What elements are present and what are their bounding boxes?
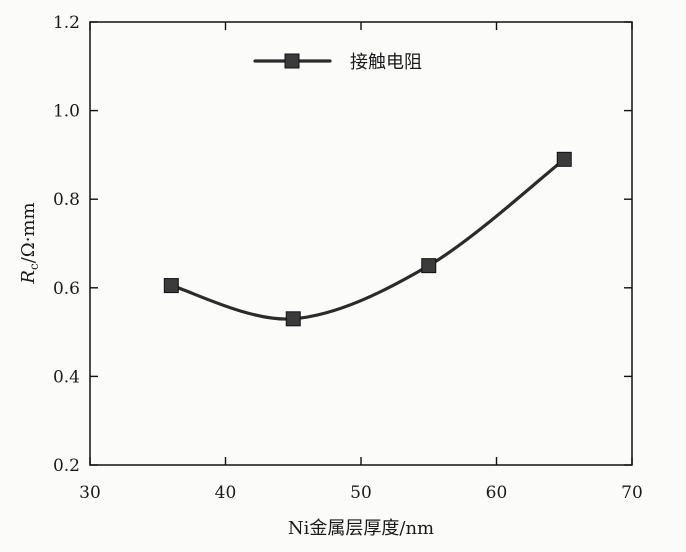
y-tick-label: 1.2 xyxy=(53,13,80,33)
x-tick-label: 70 xyxy=(621,483,643,503)
x-axis-label: Ni金属层厚度/nm xyxy=(288,518,434,539)
y-tick-label: 0.8 xyxy=(53,190,80,210)
legend: 接触电阻 xyxy=(253,52,422,73)
series-line xyxy=(169,157,566,321)
data-point-marker xyxy=(421,258,437,274)
legend-label: 接触电阻 xyxy=(350,52,422,73)
y-tick-label: 1.0 xyxy=(53,102,80,122)
y-axis-label: Rc/Ω·mm xyxy=(18,202,41,284)
axis-ticks xyxy=(89,21,633,466)
y-tick-label: 0.2 xyxy=(53,456,80,476)
x-tick-label: 60 xyxy=(486,483,508,503)
y-axis-label-symbol: R xyxy=(18,270,39,285)
series-markers xyxy=(163,151,572,327)
y-tick-label: 0.6 xyxy=(53,279,80,299)
plot-frame xyxy=(89,21,633,466)
y-tick-label: 0.4 xyxy=(53,367,80,387)
data-point-marker xyxy=(163,278,179,294)
x-tick-label: 50 xyxy=(350,483,372,503)
legend-marker xyxy=(284,53,300,69)
x-tick-label: 30 xyxy=(79,483,101,503)
x-tick-label: 40 xyxy=(215,483,237,503)
data-point-marker xyxy=(556,151,572,167)
axis-tick-labels: 30 40 50 60 70 0.2 0.4 0.6 0.8 1.0 1.2 xyxy=(53,13,643,503)
data-point-marker xyxy=(285,311,301,327)
y-axis-label-subscript: c xyxy=(27,263,41,270)
y-axis-label-unit: /Ω·mm xyxy=(18,202,39,263)
